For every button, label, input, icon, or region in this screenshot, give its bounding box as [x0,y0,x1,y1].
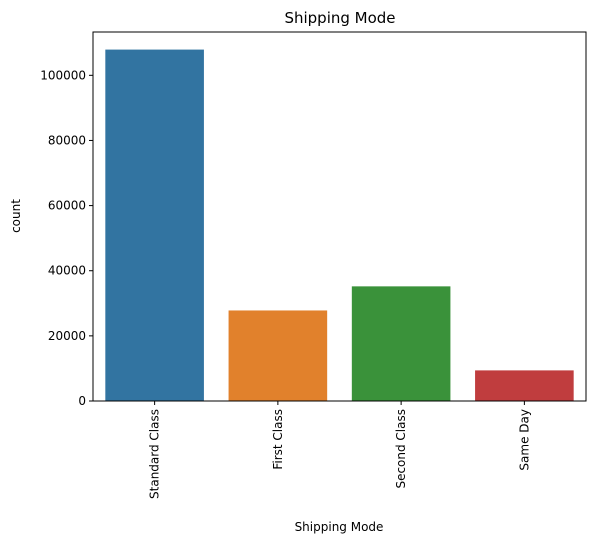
x-tick-label: Second Class [394,409,408,489]
y-tick-label: 20000 [48,329,86,343]
y-axis-label: count [9,199,23,233]
y-tick-label: 0 [78,394,86,408]
y-tick-label: 100000 [40,68,86,82]
x-axis-ticks: Standard Class First Class Second Class Sam… [148,401,531,499]
bar-same-day [475,370,574,401]
bar-second-class [351,286,451,401]
bars-group [105,49,574,402]
x-axis-label: Shipping Mode [295,520,384,534]
x-tick-label: Same Day [517,409,531,471]
y-tick-label: 80000 [48,133,86,147]
bar-standard-class [105,49,204,402]
bar-first-class [228,310,328,401]
plot-frame [92,31,587,402]
chart-title: Shipping Mode [284,9,395,27]
y-tick-label: 60000 [48,199,86,213]
x-tick-label: Standard Class [148,409,162,499]
x-tick-label: First Class [271,409,285,470]
y-tick-label: 40000 [48,264,86,278]
y-axis-ticks: 0 20000 40000 60000 80000 100000 [40,68,93,408]
